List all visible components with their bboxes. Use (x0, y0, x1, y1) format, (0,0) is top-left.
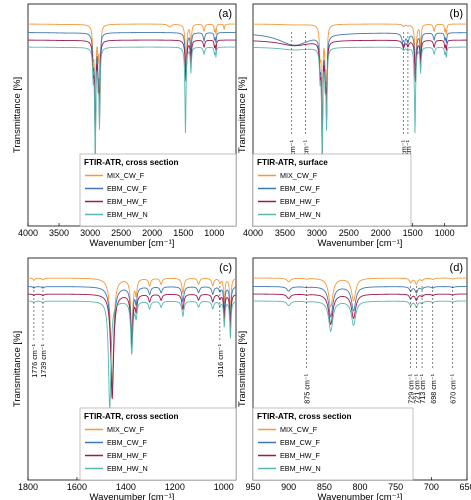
x-tick-label: 700 (424, 482, 439, 492)
x-tick-label: 1600 (67, 482, 87, 492)
annotation-label: 1776 cm⁻¹ (30, 343, 39, 377)
series-line-mix-cw-f (253, 277, 468, 308)
x-tick-label: 1500 (403, 228, 423, 238)
x-tick-label: 1800 (18, 482, 38, 492)
series-line-ebm-hw-n (27, 300, 237, 409)
legend-title: FTIR-ATR, cross section (84, 158, 178, 167)
series-line-ebm-cw-f (27, 32, 236, 148)
annotation-label: 670 cm⁻¹ (449, 373, 458, 403)
x-tick-label: 750 (388, 482, 403, 492)
annotation-label: 729 cm⁻¹ (407, 373, 416, 403)
y-axis-label: Transmittance [%] (237, 77, 248, 153)
x-tick-label: 800 (352, 482, 367, 492)
series-line-ebm-hw-f (28, 39, 236, 156)
x-axis-label: Wavenumber [cm⁻¹] (318, 238, 403, 249)
x-tick-label: 3500 (49, 228, 69, 238)
legend-entry: EBM_HW_F (280, 451, 321, 460)
x-tick-label: 1400 (116, 482, 136, 492)
panel-label: (c) (219, 262, 232, 274)
x-tick-label: 4000 (18, 228, 38, 238)
annotation-label: 875 cm⁻¹ (303, 373, 312, 403)
x-tick-label: 1000 (214, 482, 234, 492)
legend-box (79, 153, 237, 227)
legend-entry: EBM_HW_F (280, 197, 321, 206)
chart-panel-3: 1776 cm⁻¹ 1739 cm⁻¹ 1016 cm⁻¹ 1800 1600 1400 1… (12, 257, 237, 500)
x-tick-label: 2500 (339, 228, 359, 238)
annotation-label: 1016 cm⁻¹ (216, 343, 225, 377)
series-line-ebm-hw-n (253, 300, 467, 333)
legend-entry: MIX_CW_F (280, 425, 318, 434)
x-tick-label: 650 (459, 482, 471, 492)
x-tick-label: 2000 (142, 228, 162, 238)
y-axis-label: Transmittance [%] (12, 77, 23, 153)
x-tick-label: 850 (317, 482, 332, 492)
legend-entry: EBM_HW_N (280, 464, 321, 473)
annotation-label: 1739 cm⁻¹ (39, 343, 48, 377)
annotation-label: 698 cm⁻¹ (429, 373, 438, 403)
x-tick-label: 950 (245, 482, 260, 492)
series-line-ebm-cw-f (253, 286, 468, 318)
x-tick-label: 1000 (204, 228, 224, 238)
x-tick-label: 1000 (435, 228, 455, 238)
panel-label: (d) (450, 262, 463, 274)
legend-title: FTIR-ATR, surface (257, 158, 328, 167)
x-tick-label: 1200 (165, 482, 185, 492)
x-axis-label: Wavenumber [cm⁻¹] (318, 492, 403, 500)
x-tick-label: 1500 (173, 228, 193, 238)
y-axis-label: Transmittance [%] (12, 331, 23, 407)
legend-box (252, 153, 412, 227)
legend-box (252, 407, 414, 481)
annotation-label: 721 cm⁻¹ (412, 373, 421, 403)
legend-title: FTIR-ATR, cross section (84, 412, 178, 421)
series-line-ebm-hw-n (252, 46, 467, 163)
legend-entry: EBM_CW_F (107, 438, 148, 447)
series-line-ebm-hw-f (252, 39, 467, 157)
series-line-mix-cw-f (253, 23, 467, 140)
panel-label: (a) (219, 8, 232, 20)
chart-panel-2: 3393 cm⁻¹3180 cm⁻¹1644 cm⁻¹1575 cm⁻¹4000… (237, 3, 468, 249)
x-tick-label: 3500 (275, 228, 295, 238)
x-tick-label: 900 (281, 482, 296, 492)
x-axis-label: Wavenumber [cm⁻¹] (90, 238, 175, 249)
legend-entry: EBM_HW_N (280, 210, 321, 219)
annotation-label: 713 cm⁻¹ (418, 373, 427, 403)
chart-panel-1: 4000 3500 3000 2500 2000 1500 1000 Wavenumber [… (12, 3, 237, 249)
legend-entry: EBM_CW_F (280, 438, 321, 447)
x-tick-label: 2000 (371, 228, 391, 238)
panel-label: (b) (450, 8, 463, 20)
series-line-ebm-hw-f (253, 293, 467, 326)
legend-entry: EBM_HW_N (107, 210, 148, 219)
x-tick-label: 2500 (111, 228, 131, 238)
legend-entry: MIX_CW_F (107, 425, 145, 434)
legend-entry: MIX_CW_F (107, 171, 145, 180)
legend-entry: EBM_CW_F (107, 184, 148, 193)
legend-entry: EBM_HW_N (107, 464, 148, 473)
series-line-mix-cw-f (28, 23, 237, 139)
legend-entry: EBM_HW_F (107, 451, 148, 460)
legend-entry: EBM_CW_F (280, 184, 321, 193)
series-line-ebm-hw-n (28, 46, 236, 163)
legend-entry: EBM_HW_F (107, 197, 148, 206)
legend-entry: MIX_CW_F (280, 171, 318, 180)
x-tick-label: 3000 (307, 228, 327, 238)
y-axis-label: Transmittance [%] (237, 331, 248, 407)
x-axis-label: Wavenumber [cm⁻¹] (90, 492, 175, 500)
series-line-ebm-cw-f (252, 32, 467, 152)
legend-box (79, 407, 237, 481)
x-tick-label: 3000 (80, 228, 100, 238)
legend-title: FTIR-ATR, cross section (257, 412, 351, 421)
x-tick-label: 4000 (243, 228, 263, 238)
